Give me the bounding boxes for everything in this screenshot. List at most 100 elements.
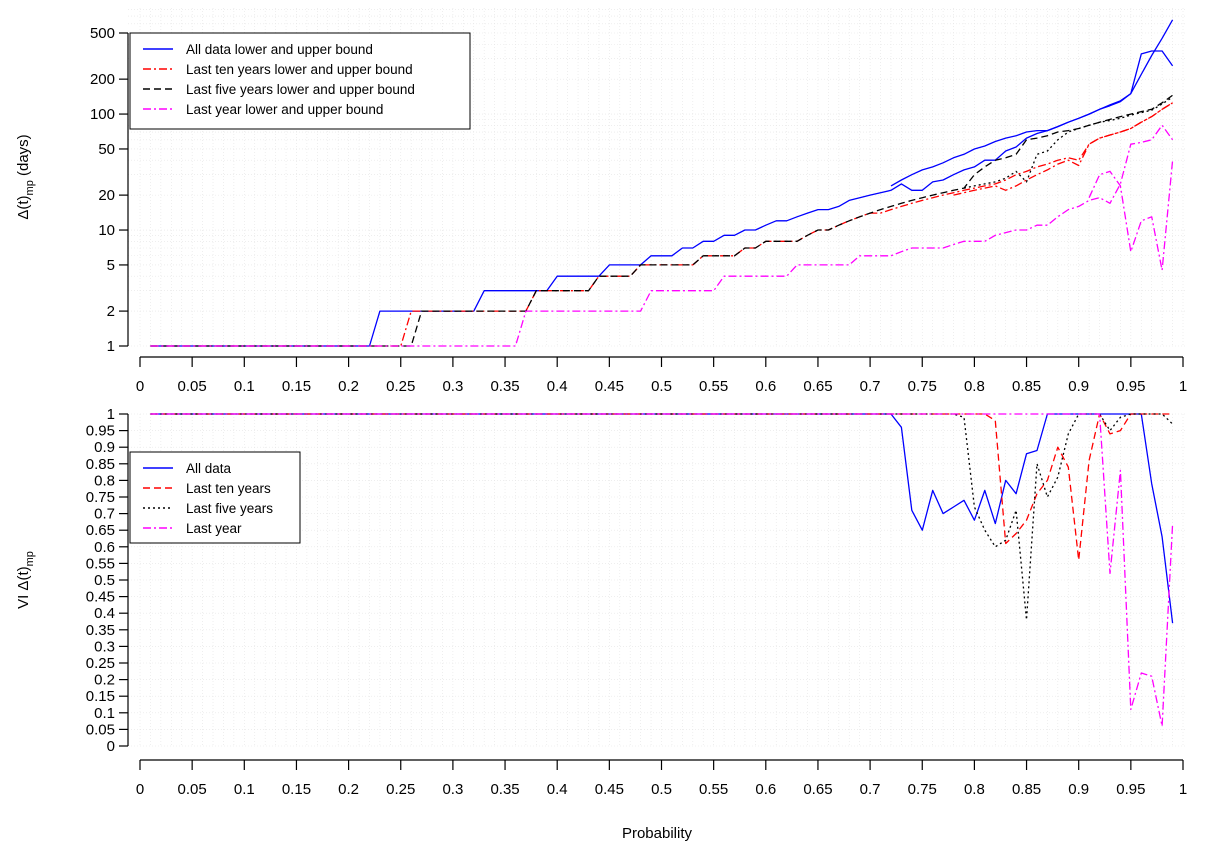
y-tick-label: 0.8 [94, 472, 115, 489]
x-tick-label: 0.85 [1012, 781, 1041, 798]
x-tick-label: 0.6 [755, 378, 776, 395]
x-tick-label: 0.9 [1068, 378, 1089, 395]
x-tick-label: 0.35 [490, 378, 519, 395]
x-axis: 0 0.05 0.1 0.15 0.2 0.25 0.3 0.35 0.4 0.45 0.5 0.55… [136, 759, 1187, 798]
series-group [150, 19, 1174, 347]
y-tick-label: 1 [107, 338, 115, 355]
legend: All data Last ten years Last five years Las… [129, 451, 301, 544]
y-tick-label: 10 [98, 222, 115, 239]
x-tick-label: 0.35 [490, 781, 519, 798]
y-tick-label: 0.35 [86, 622, 115, 639]
x-axis-title: Probability [622, 825, 693, 842]
y-tick-label: 0.75 [86, 489, 115, 506]
legend-box [129, 32, 471, 130]
x-tick-label: 0.95 [1116, 781, 1145, 798]
y-tick-label: 0.1 [94, 705, 115, 722]
x-tick-label: 0.2 [338, 378, 359, 395]
y-axis-title-main: Δ(t) [15, 195, 32, 219]
x-tick-label: 0.25 [386, 378, 415, 395]
legend-label: Last year lower and upper bound [186, 102, 383, 117]
x-tick-label: 0.6 [755, 781, 776, 798]
legend-label: Last ten years lower and upper bound [186, 62, 413, 77]
x-tick-label: 0.7 [860, 378, 881, 395]
legend-label: Last year [186, 521, 242, 536]
x-tick-label: 0.5 [651, 378, 672, 395]
x-tick-label: 0.75 [908, 781, 937, 798]
x-tick-label: 0.8 [964, 781, 985, 798]
legend-label: All data [186, 461, 232, 476]
x-tick-label: 0.15 [282, 781, 311, 798]
legend-label: All data lower and upper bound [186, 42, 373, 57]
panel-bottom-vi-delta-t: 0 0.05 0.1 0.15 0.2 0.25 0.3 0.35 0.4 0.45 0.5 0.55… [15, 406, 1187, 798]
y-tick-label: 0.45 [86, 589, 115, 606]
y-tick-label: 100 [90, 106, 115, 123]
legend-box [129, 451, 301, 544]
series-line-4 [150, 94, 1173, 347]
y-tick-label: 0.6 [94, 539, 115, 556]
x-tick-label: 0.45 [595, 378, 624, 395]
x-tick-label: 0.4 [547, 378, 568, 395]
x-tick-label: 0.65 [803, 781, 832, 798]
x-tick-label: 0.75 [908, 378, 937, 395]
x-tick-label: 1 [1179, 781, 1187, 798]
panel-top-delta-t: 0 0.05 0.1 0.15 0.2 0.25 0.3 0.35 0.4 0.45 0.5 0.55… [15, 8, 1187, 395]
x-tick-label: 0.4 [547, 781, 568, 798]
x-tick-label: 0.5 [651, 781, 672, 798]
series-group [150, 413, 1174, 727]
series-line-1 [890, 50, 1174, 187]
y-tick-label: 5 [107, 257, 115, 274]
y-tick-label: 0.95 [86, 423, 115, 440]
y-axis: 1 2 5 10 20 50 100 200 500 [90, 25, 129, 355]
series-line-6 [150, 124, 1174, 347]
y-tick-label: 1 [107, 406, 115, 423]
x-tick-label: 0.1 [234, 781, 255, 798]
x-tick-label: 0 [136, 378, 144, 395]
y-tick-label: 0.7 [94, 506, 115, 523]
x-tick-label: 0.65 [803, 378, 832, 395]
series-line-1 [150, 413, 1173, 561]
legend-label: Last five years lower and upper bound [186, 82, 415, 97]
grid [128, 413, 1186, 747]
x-tick-label: 0 [136, 781, 144, 798]
series-line-3 [953, 102, 1173, 196]
x-tick-label: 0.2 [338, 781, 359, 798]
legend-label: Last five years [186, 501, 273, 516]
x-tick-label: 0.45 [595, 781, 624, 798]
x-tick-label: 0.3 [442, 781, 463, 798]
x-tick-label: 0.1 [234, 378, 255, 395]
x-tick-label: 0.9 [1068, 781, 1089, 798]
x-tick-label: 0.05 [178, 781, 207, 798]
x-tick-label: 0.15 [282, 378, 311, 395]
x-tick-label: 0.55 [699, 781, 728, 798]
series-line-5 [963, 96, 1173, 189]
y-tick-label: 0.55 [86, 555, 115, 572]
y-axis-title-subscript: mp [24, 180, 36, 195]
y-tick-label: 2 [107, 303, 115, 320]
x-axis: 0 0.05 0.1 0.15 0.2 0.25 0.3 0.35 0.4 0.45 0.5 0.55… [136, 356, 1187, 395]
y-axis-title-subscript: mp [24, 551, 36, 566]
x-tick-label: 0.55 [699, 378, 728, 395]
y-axis: 00.050.10.150.20.250.30.350.40.450.50.55… [86, 406, 129, 755]
legend: All data lower and upper bound Last ten y… [129, 32, 471, 130]
y-tick-label: 0.5 [94, 572, 115, 589]
y-axis-title-unit: (days) [15, 134, 32, 180]
y-tick-label: 0 [107, 738, 115, 755]
x-tick-label: 0.8 [964, 378, 985, 395]
y-tick-label: 50 [98, 141, 115, 158]
y-tick-label: 0.3 [94, 638, 115, 655]
legend-label: Last ten years [186, 481, 271, 496]
x-tick-label: 0.05 [178, 378, 207, 395]
y-axis-title: Δ(t)mp (days) [15, 134, 36, 219]
y-axis-title-main: VI Δ(t) [15, 566, 32, 609]
x-tick-label: 0.95 [1116, 378, 1145, 395]
y-tick-label: 20 [98, 187, 115, 204]
y-tick-label: 0.15 [86, 688, 115, 705]
y-tick-label: 0.2 [94, 672, 115, 689]
y-axis-title: VI Δ(t)mp [15, 551, 36, 609]
x-tick-label: 0.7 [860, 781, 881, 798]
series-line-7 [1088, 160, 1174, 271]
y-tick-label: 0.65 [86, 522, 115, 539]
y-tick-label: 200 [90, 71, 115, 88]
